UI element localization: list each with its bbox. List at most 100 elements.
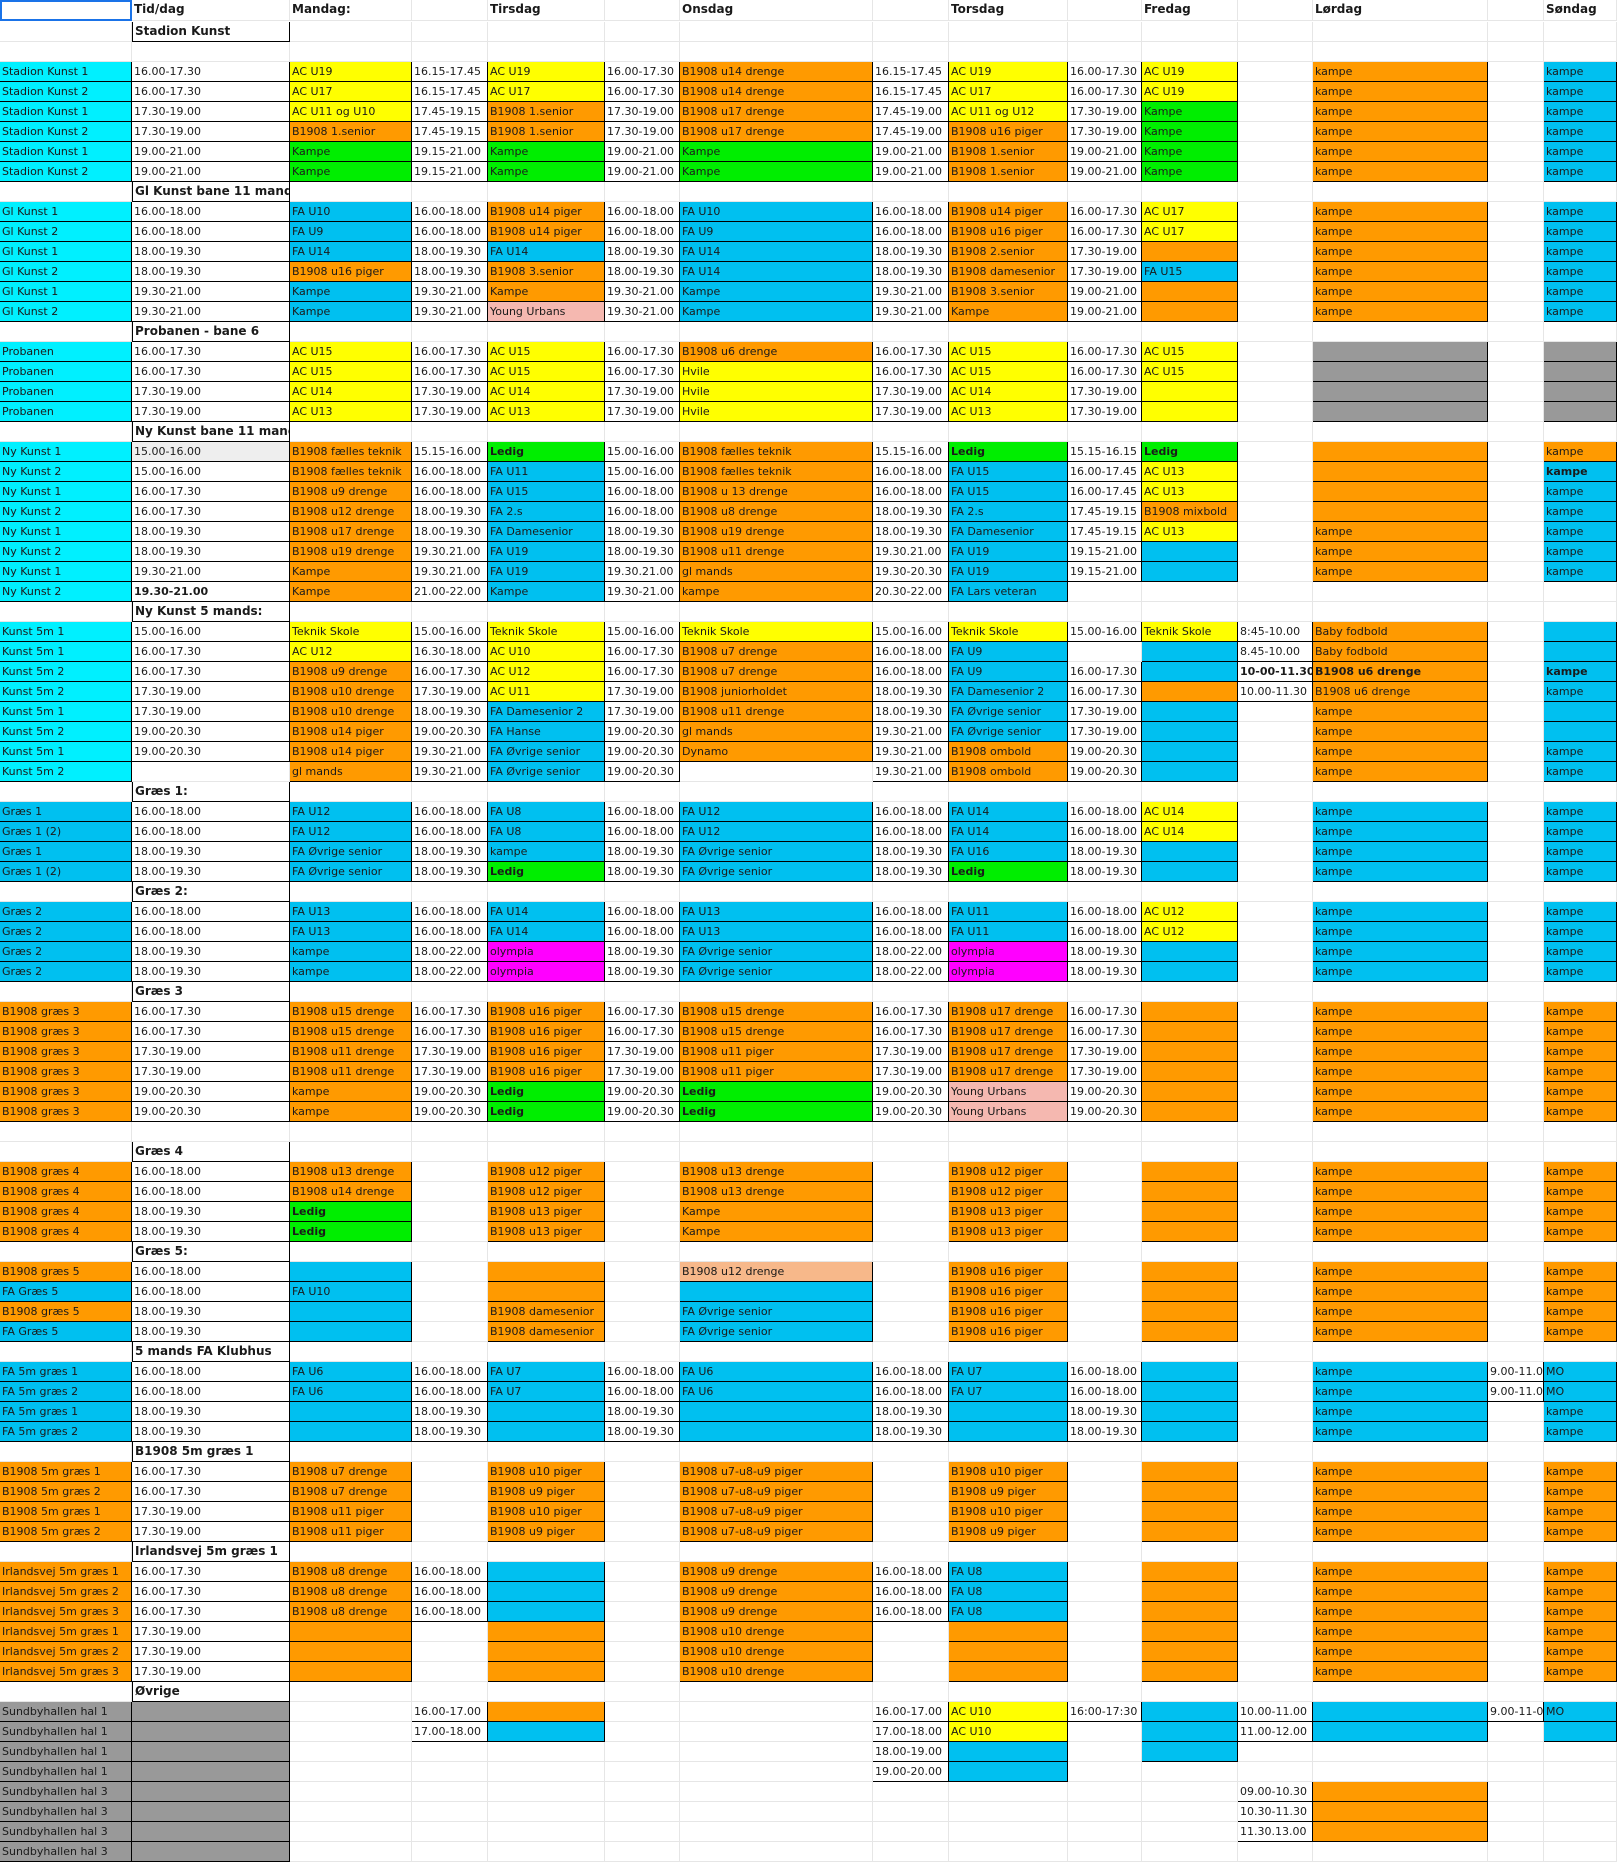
booking-cell[interactable]: kampe — [1544, 1042, 1617, 1062]
booking-cell[interactable]: Ledig — [949, 862, 1068, 882]
time-cell[interactable] — [1068, 1782, 1142, 1802]
booking-cell[interactable]: kampe — [1544, 842, 1617, 862]
booking-cell[interactable]: B1908 u10 drenge — [290, 702, 412, 722]
time-cell[interactable] — [873, 1222, 949, 1242]
booking-cell[interactable]: FA Øvrige senior — [290, 842, 412, 862]
booking-cell[interactable] — [1313, 1822, 1488, 1842]
grid-cell[interactable] — [1313, 782, 1488, 802]
booking-cell[interactable]: Kampe — [680, 302, 873, 322]
time-cell[interactable]: 16.00-18.00 — [132, 1262, 290, 1282]
booking-cell[interactable]: B1908 u7 drenge — [290, 1462, 412, 1482]
booking-cell[interactable]: kampe — [1544, 462, 1617, 482]
grid-cell[interactable] — [873, 1122, 949, 1142]
booking-cell[interactable] — [680, 1802, 873, 1822]
time-cell[interactable]: 15.00-16.00 — [605, 462, 680, 482]
booking-cell[interactable] — [1142, 382, 1238, 402]
grid-cell[interactable] — [949, 22, 1068, 42]
booking-cell[interactable]: Teknik Skole — [290, 622, 412, 642]
section-label[interactable]: Irlandsvej 5m græs 1 — [132, 1542, 290, 1562]
time-cell[interactable]: 18.00-22.00 — [412, 962, 488, 982]
time-cell[interactable]: 18.00-19.30 — [873, 1402, 949, 1422]
time-cell[interactable]: 17.30-19.00 — [1068, 702, 1142, 722]
booking-cell[interactable] — [1544, 702, 1617, 722]
time-cell[interactable]: 19.00-20.30 — [605, 762, 680, 782]
booking-cell[interactable] — [680, 1842, 873, 1862]
booking-cell[interactable]: kampe — [1313, 1482, 1488, 1502]
time-cell[interactable]: 16.00-18.00 — [873, 462, 949, 482]
field-cell[interactable]: Stadion Kunst 1 — [0, 102, 132, 122]
booking-cell[interactable]: B1908 u9 piger — [949, 1482, 1068, 1502]
grid-cell[interactable] — [1544, 1442, 1617, 1462]
booking-cell[interactable] — [1142, 1402, 1238, 1422]
booking-cell[interactable]: B1908 u9 piger — [949, 1522, 1068, 1542]
booking-cell[interactable]: FA U13 — [290, 922, 412, 942]
booking-cell[interactable]: AC U13 — [949, 402, 1068, 422]
field-cell[interactable]: Irlandsvej 5m græs 2 — [0, 1582, 132, 1602]
booking-cell[interactable]: AC U10 — [488, 642, 605, 662]
time-cell[interactable]: 15.15-16.00 — [412, 442, 488, 462]
time-cell[interactable]: 18.00-19.30 — [873, 502, 949, 522]
booking-cell[interactable] — [1142, 942, 1238, 962]
field-cell[interactable]: Sundbyhallen hal 3 — [0, 1842, 132, 1862]
time-cell[interactable] — [412, 1322, 488, 1342]
grid-cell[interactable] — [949, 322, 1068, 342]
booking-cell[interactable]: B1908 u10 piger — [949, 1502, 1068, 1522]
booking-cell[interactable]: Hvile — [680, 382, 873, 402]
header-cell[interactable]: Tirsdag — [488, 0, 605, 21]
booking-cell[interactable]: B1908 u16 piger — [488, 1002, 605, 1022]
field-cell[interactable]: Irlandsvej 5m græs 2 — [0, 1642, 132, 1662]
booking-cell[interactable]: B1908 u16 piger — [488, 1022, 605, 1042]
booking-cell[interactable] — [949, 1762, 1068, 1782]
time-cell[interactable] — [1488, 522, 1544, 542]
time-cell[interactable] — [132, 1702, 290, 1722]
time-cell[interactable] — [1238, 1262, 1313, 1282]
booking-cell[interactable]: B1908 u15 drenge — [680, 1002, 873, 1022]
booking-cell[interactable]: AC U11 og U10 — [290, 102, 412, 122]
booking-cell[interactable] — [1313, 362, 1488, 382]
field-cell[interactable]: Ny Kunst 2 — [0, 542, 132, 562]
time-cell[interactable]: 17.30-19.00 — [412, 382, 488, 402]
field-cell[interactable]: Kunst 5m 2 — [0, 682, 132, 702]
time-cell[interactable]: 16.00-18.00 — [1068, 1362, 1142, 1382]
time-cell[interactable]: 18.00-19.30 — [605, 1422, 680, 1442]
grid-cell[interactable] — [488, 1342, 605, 1362]
booking-cell[interactable]: FA U7 — [488, 1362, 605, 1382]
field-cell[interactable]: Gl Kunst 1 — [0, 202, 132, 222]
booking-cell[interactable] — [1544, 342, 1617, 362]
booking-cell[interactable] — [290, 1722, 412, 1742]
grid-cell[interactable] — [412, 322, 488, 342]
time-cell[interactable]: 16.00-18.00 — [873, 1602, 949, 1622]
booking-cell[interactable]: kampe — [1544, 162, 1617, 182]
grid-cell[interactable] — [290, 1142, 412, 1162]
field-cell[interactable]: Græs 2 — [0, 922, 132, 942]
grid-cell[interactable] — [1142, 1242, 1238, 1262]
time-cell[interactable] — [873, 1782, 949, 1802]
time-cell[interactable]: 19.30-21.00 — [605, 582, 680, 602]
time-cell[interactable]: 16.00-18.00 — [132, 902, 290, 922]
grid-cell[interactable] — [1313, 1122, 1488, 1142]
booking-cell[interactable] — [1142, 1102, 1238, 1122]
time-cell[interactable]: 19.30-21.00 — [132, 562, 290, 582]
time-cell[interactable]: 16:00-17:30 — [1068, 1702, 1142, 1722]
grid-cell[interactable] — [290, 22, 412, 42]
grid-cell[interactable] — [1488, 782, 1544, 802]
time-cell[interactable] — [1238, 522, 1313, 542]
time-cell[interactable] — [873, 1842, 949, 1862]
booking-cell[interactable]: B1908 u6 drenge — [1313, 662, 1488, 682]
time-cell[interactable]: 18.00-19.30 — [132, 1202, 290, 1222]
grid-cell[interactable] — [412, 882, 488, 902]
time-cell[interactable]: 18.00-19.30 — [873, 262, 949, 282]
time-cell[interactable] — [1068, 1322, 1142, 1342]
time-cell[interactable] — [1068, 1262, 1142, 1282]
time-cell[interactable] — [1238, 722, 1313, 742]
booking-cell[interactable]: Kampe — [949, 302, 1068, 322]
time-cell[interactable]: 16.00-17.30 — [873, 362, 949, 382]
booking-cell[interactable] — [488, 1842, 605, 1862]
field-cell[interactable]: B1908 5m græs 2 — [0, 1482, 132, 1502]
booking-cell[interactable]: kampe — [1313, 1402, 1488, 1422]
grid-cell[interactable] — [0, 882, 132, 902]
time-cell[interactable] — [873, 1482, 949, 1502]
booking-cell[interactable]: kampe — [1544, 962, 1617, 982]
booking-cell[interactable]: kampe — [1544, 1202, 1617, 1222]
booking-cell[interactable]: FA U15 — [1142, 262, 1238, 282]
